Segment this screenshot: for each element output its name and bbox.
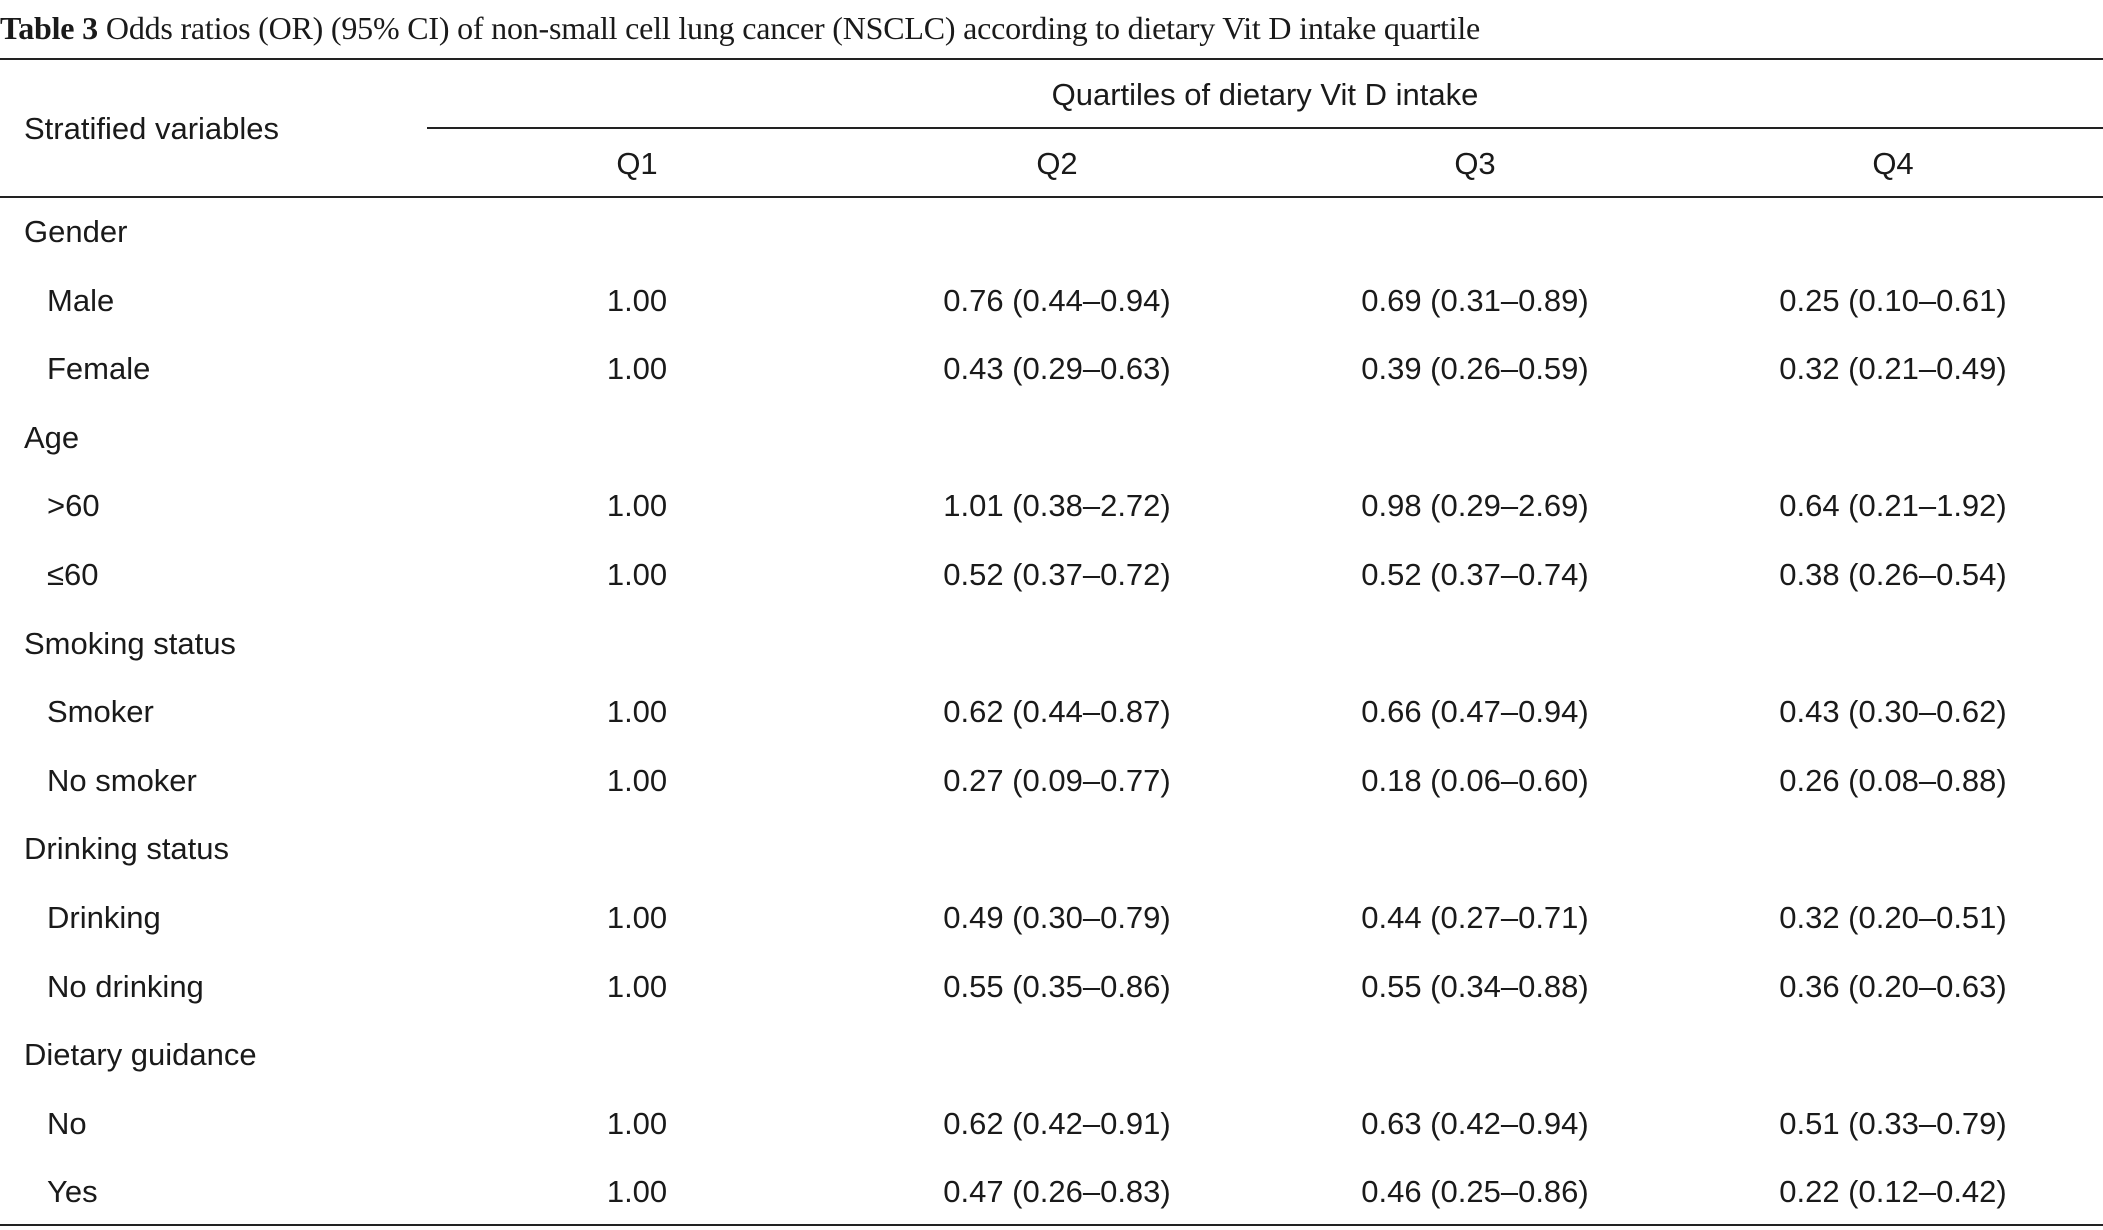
row-label: Drinking (47, 900, 161, 935)
table-cell-q2: 1.01 (0.38–2.72) (943, 488, 1171, 524)
group-heading: Smoking status (24, 625, 236, 661)
table-cell-q1: 1.00 (606, 1174, 668, 1210)
row-label: No smoker (47, 762, 197, 798)
table-cell-q4: 0.32 (0.21–0.49) (1779, 351, 2007, 387)
table-cell-q3: 0.39 (0.26–0.59) (1361, 351, 1589, 387)
table-cell-q1: 1.00 (606, 282, 668, 318)
column-header-q2: Q2 (1036, 146, 1078, 181)
table-cell-q3: 0.18 (0.06–0.60) (1361, 762, 1589, 798)
table-caption: Table 3 Odds ratios (OR) (95% CI) of non-… (0, 6, 1480, 50)
table-cell-q3: 0.69 (0.31–0.89) (1361, 282, 1589, 318)
group-heading: Gender (24, 214, 128, 249)
table-cell-q3: 0.55 (0.34–0.88) (1361, 968, 1589, 1004)
table-cell-q4: 0.43 (0.30–0.62) (1779, 694, 2007, 730)
row-label: Female (47, 351, 151, 387)
row-label: ≤60 (47, 557, 99, 592)
bottom-rule (0, 1224, 2103, 1226)
table-cell-q1: 1.00 (606, 968, 668, 1004)
table-cell-q1: 1.00 (606, 1105, 668, 1141)
row-label: No drinking (47, 968, 204, 1004)
table-cell-q1: 1.00 (606, 900, 668, 935)
table-cell-q4: 0.25 (0.10–0.61) (1779, 282, 2007, 318)
table-cell-q2: 0.27 (0.09–0.77) (943, 762, 1171, 798)
table-cell-q1: 1.00 (606, 351, 668, 387)
table-cell-q4: 0.32 (0.20–0.51) (1779, 900, 2007, 935)
group-heading: Drinking status (24, 831, 230, 867)
table-cell-q4: 0.22 (0.12–0.42) (1779, 1174, 2007, 1210)
row-label: Smoker (47, 694, 154, 730)
table-cell-q1: 1.00 (606, 762, 668, 798)
top-rule (0, 58, 2103, 60)
table-cell-q1: 1.00 (606, 488, 668, 524)
table-cell-q4: 0.64 (0.21–1.92) (1779, 488, 2007, 524)
table-cell-q2: 0.52 (0.37–0.72) (943, 557, 1171, 592)
group-heading: Dietary guidance (24, 1037, 257, 1073)
table-cell-q2: 0.62 (0.42–0.91) (943, 1105, 1171, 1141)
table-cell-q3: 0.52 (0.37–0.74) (1361, 557, 1589, 592)
stub-header: Stratified variables (24, 111, 280, 146)
table-caption-label: Table 3 (0, 10, 98, 46)
table-cell-q3: 0.44 (0.27–0.71) (1361, 900, 1589, 935)
table-cell-q1: 1.00 (606, 557, 668, 592)
row-label: Male (47, 282, 115, 318)
table-cell-q2: 0.47 (0.26–0.83) (943, 1174, 1171, 1210)
spanner-rule (427, 127, 2103, 129)
table-caption-text: Odds ratios (OR) (95% CI) of non-small c… (105, 10, 1481, 46)
row-label: Yes (47, 1174, 98, 1210)
table-cell-q2: 0.76 (0.44–0.94) (943, 282, 1171, 318)
row-label: No (47, 1105, 87, 1141)
header-rule (0, 196, 2103, 198)
table-cell-q3: 0.46 (0.25–0.86) (1361, 1174, 1589, 1210)
table-cell-q2: 0.43 (0.29–0.63) (943, 351, 1171, 387)
table-cell-q3: 0.63 (0.42–0.94) (1361, 1105, 1589, 1141)
table-cell-q2: 0.62 (0.44–0.87) (943, 694, 1171, 730)
table-cell-q4: 0.51 (0.33–0.79) (1779, 1105, 2007, 1141)
table-cell-q4: 0.36 (0.20–0.63) (1779, 968, 2007, 1004)
table-cell-q1: 1.00 (606, 694, 668, 730)
table-cell-q2: 0.49 (0.30–0.79) (943, 900, 1171, 935)
table-cell-q3: 0.66 (0.47–0.94) (1361, 694, 1589, 730)
table-cell-q2: 0.55 (0.35–0.86) (943, 968, 1171, 1004)
column-header-q1: Q1 (616, 146, 658, 181)
table-cell-q3: 0.98 (0.29–2.69) (1361, 488, 1589, 524)
group-heading: Age (24, 419, 80, 455)
table-cell-q4: 0.38 (0.26–0.54) (1779, 557, 2007, 592)
column-header-q3: Q3 (1454, 146, 1496, 181)
column-header-q4: Q4 (1872, 146, 1914, 181)
row-label: >60 (47, 488, 100, 524)
spanner-header: Quartiles of dietary Vit D intake (1051, 77, 1479, 112)
table-cell-q4: 0.26 (0.08–0.88) (1779, 762, 2007, 798)
